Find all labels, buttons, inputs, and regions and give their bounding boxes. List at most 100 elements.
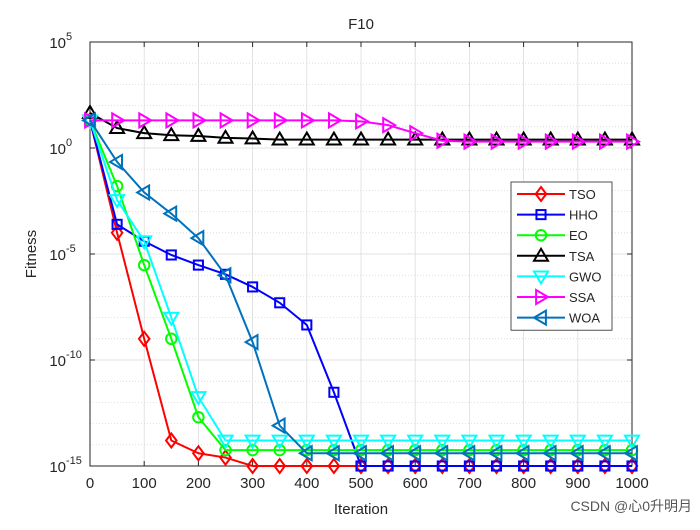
data-point xyxy=(189,126,208,142)
chart-title: F10 xyxy=(348,16,374,33)
x-tick-label: 700 xyxy=(457,475,482,492)
data-point xyxy=(270,130,289,146)
data-point xyxy=(165,111,181,130)
data-point xyxy=(436,460,448,472)
legend-label: SSA xyxy=(569,290,595,305)
data-point xyxy=(108,153,123,171)
legend-label: TSA xyxy=(569,249,595,264)
data-point xyxy=(300,111,316,130)
series-line xyxy=(89,120,632,442)
data-point xyxy=(108,194,126,210)
data-point xyxy=(379,444,394,462)
x-tick-label: 0 xyxy=(86,475,94,492)
data-point xyxy=(84,111,99,130)
data-point xyxy=(487,434,506,450)
data-point xyxy=(599,460,611,472)
legend-label: EO xyxy=(569,228,588,243)
y-tick-label: 10 xyxy=(49,141,66,158)
data-point xyxy=(243,434,262,450)
data-point xyxy=(409,124,425,142)
data-point xyxy=(247,281,259,293)
data-point xyxy=(298,130,316,146)
data-point xyxy=(165,332,178,346)
data-point xyxy=(460,434,479,450)
data-point xyxy=(243,333,259,351)
data-point xyxy=(541,434,560,450)
data-point xyxy=(595,444,611,462)
data-point xyxy=(433,434,452,450)
data-point xyxy=(406,434,424,450)
data-point xyxy=(487,444,503,462)
data-point xyxy=(328,386,340,398)
data-point xyxy=(300,457,314,475)
watermark: CSDN @心0升明月 xyxy=(570,498,692,514)
data-point xyxy=(298,434,316,450)
data-point xyxy=(165,249,177,261)
legend-marker xyxy=(534,185,548,203)
data-point xyxy=(569,434,587,450)
data-point xyxy=(379,434,397,450)
data-point xyxy=(571,457,585,475)
data-point xyxy=(138,111,154,130)
data-point xyxy=(545,460,557,472)
series-line xyxy=(90,119,632,143)
data-point xyxy=(135,124,153,140)
data-point xyxy=(436,131,452,150)
data-point xyxy=(517,457,531,475)
data-point xyxy=(626,132,641,151)
x-tick-label: 200 xyxy=(186,475,211,492)
data-point xyxy=(191,444,205,462)
data-point xyxy=(541,444,557,462)
data-point xyxy=(409,460,421,472)
data-point xyxy=(568,444,584,462)
data-point xyxy=(189,229,205,247)
data-point xyxy=(514,444,530,462)
data-point xyxy=(382,460,394,472)
data-point xyxy=(137,330,151,348)
data-point xyxy=(301,319,313,331)
data-point xyxy=(517,132,533,151)
data-point xyxy=(246,111,262,130)
data-point xyxy=(216,266,232,284)
data-point xyxy=(381,457,395,475)
x-tick-label: 500 xyxy=(348,475,373,492)
data-point xyxy=(328,111,343,130)
data-point xyxy=(544,457,558,475)
data-point xyxy=(327,457,341,475)
data-point xyxy=(246,457,260,475)
legend-marker xyxy=(532,246,550,262)
y-axis-label: Fitness xyxy=(23,230,40,278)
data-point xyxy=(219,111,235,130)
x-axis-label: Iteration xyxy=(334,501,388,518)
data-point xyxy=(355,460,367,472)
x-tick-label: 400 xyxy=(294,475,319,492)
y-tick-exponent: -15 xyxy=(66,455,82,467)
data-point xyxy=(379,130,397,146)
data-point xyxy=(81,103,99,119)
data-point xyxy=(137,258,151,272)
series-line xyxy=(89,112,632,141)
series-line xyxy=(89,120,632,467)
data-point xyxy=(192,111,208,130)
data-point xyxy=(490,132,506,151)
x-tick-label: 800 xyxy=(511,475,536,492)
data-point xyxy=(572,460,584,472)
data-point xyxy=(111,111,127,130)
data-point xyxy=(518,460,530,472)
data-point xyxy=(325,434,343,450)
legend-label: WOA xyxy=(569,311,600,326)
legend-marker xyxy=(532,308,547,327)
data-point xyxy=(164,431,178,450)
data-point xyxy=(135,183,151,202)
data-point xyxy=(544,132,560,151)
x-tick-label: 900 xyxy=(565,475,590,492)
data-point xyxy=(162,204,178,223)
data-point xyxy=(246,443,259,457)
y-tick-label: 10 xyxy=(49,247,66,264)
data-point xyxy=(462,457,476,475)
data-point xyxy=(162,311,181,327)
legend-label: HHO xyxy=(569,208,598,223)
data-point xyxy=(325,130,343,146)
data-point xyxy=(382,116,398,134)
x-tick-label: 100 xyxy=(132,475,157,492)
